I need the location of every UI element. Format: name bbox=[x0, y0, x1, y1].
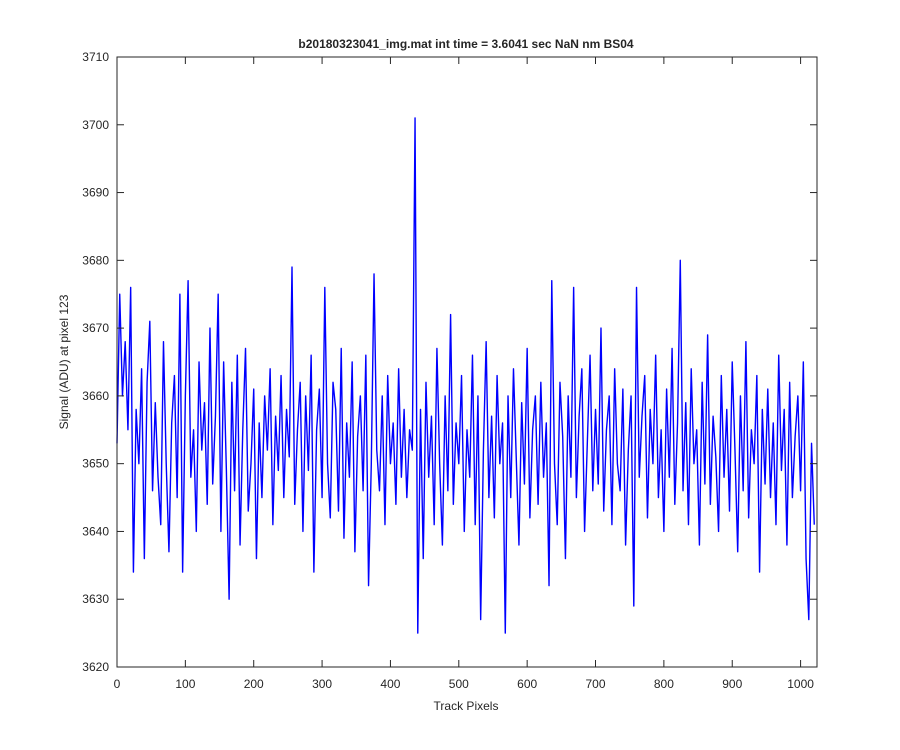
y-tick-label: 3650 bbox=[82, 457, 109, 471]
x-tick-label: 100 bbox=[175, 677, 195, 691]
x-tick-label: 900 bbox=[722, 677, 742, 691]
x-tick-label: 0 bbox=[114, 677, 121, 691]
axes-box bbox=[116, 56, 818, 668]
y-tick-label: 3690 bbox=[82, 186, 109, 200]
x-tick-label: 500 bbox=[449, 677, 469, 691]
data-line bbox=[116, 117, 815, 634]
x-tick-label: 800 bbox=[654, 677, 674, 691]
chart-title: b20180323041_img.mat int time = 3.6041 s… bbox=[298, 37, 634, 51]
y-axis-label: Signal (ADU) at pixel 123 bbox=[57, 294, 71, 429]
y-tick-label: 3660 bbox=[82, 389, 109, 403]
y-tick-label: 3670 bbox=[82, 321, 109, 335]
y-tick-label: 3630 bbox=[82, 592, 109, 606]
y-tick-label: 3640 bbox=[82, 524, 109, 538]
x-axis-label: Track Pixels bbox=[434, 699, 499, 713]
y-tick-label: 3680 bbox=[82, 253, 109, 267]
x-tick-label: 600 bbox=[517, 677, 537, 691]
plot-area bbox=[117, 57, 817, 667]
x-tick-label: 1000 bbox=[787, 677, 814, 691]
y-tick-label: 3620 bbox=[82, 660, 109, 674]
x-tick-label: 400 bbox=[380, 677, 400, 691]
x-tick-label: 700 bbox=[586, 677, 606, 691]
x-tick-label: 200 bbox=[244, 677, 264, 691]
y-tick-label: 3710 bbox=[82, 50, 109, 64]
x-tick-label: 300 bbox=[312, 677, 332, 691]
y-tick-label: 3700 bbox=[82, 118, 109, 132]
